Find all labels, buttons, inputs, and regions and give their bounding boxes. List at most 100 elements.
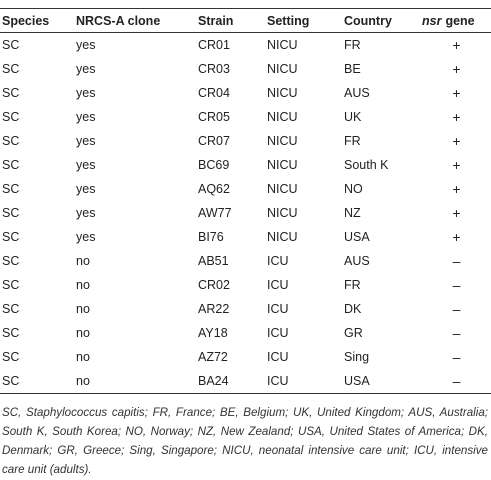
table-cell: NICU [267,206,298,220]
table-cell: NICU [267,86,298,100]
table-cell: AQ62 [198,182,230,196]
table-cell: no [76,374,90,388]
data-table: Species NRCS-A clone Strain Setting Country n… [0,8,491,394]
table-row: SC no CR02 ICU FR – [0,273,491,297]
table-cell: ICU [267,374,289,388]
table-cell: SC [2,230,20,244]
table-cell: SC [2,86,20,100]
header-italic: nsr [422,13,442,28]
table-cell: AR22 [198,302,230,316]
table-cell: BE [344,62,361,76]
table-cell: CR03 [198,62,230,76]
table-cell: CR04 [198,86,230,100]
table-cell: NICU [267,38,298,52]
table-cell: FR [344,278,361,292]
table-cell: – [452,277,461,293]
table-cell: yes [76,38,96,52]
table-row: SC yes CR05 NICU UK + [0,105,491,129]
table-row: SC yes CR03 NICU BE + [0,57,491,81]
header-plain: gene [445,13,475,28]
table-cell: SC [2,158,20,172]
table-cell: no [76,326,90,340]
table-row: SC no AZ72 ICU Sing – [0,345,491,369]
table-row: SC yes CR07 NICU FR + [0,129,491,153]
table-cell: ICU [267,302,289,316]
table-cell: AUS [344,86,370,100]
table-row: SC yes AQ62 NICU NO + [0,177,491,201]
table-cell: NO [344,182,363,196]
table-row: SC yes BC69 NICU South K + [0,153,491,177]
table-cell: SC [2,38,20,52]
table-cell: AW77 [198,206,232,220]
table-cell: yes [76,62,96,76]
table-cell: AZ72 [198,350,228,364]
table-cell: ICU [267,326,289,340]
table-cell: + [452,109,461,125]
table-cell: BA24 [198,374,229,388]
table-cell: + [452,157,461,173]
table-cell: + [452,205,461,221]
table-cell: DK [344,302,362,316]
header-cell: NRCS-A clone [76,13,161,28]
table-cell: + [452,37,461,53]
table-cell: CR05 [198,110,230,124]
table-cell: SC [2,302,20,316]
footnote: SC, Staphylococcus capitis; FR, France; … [2,406,488,476]
table-cell: CR07 [198,134,230,148]
table-cell: SC [2,254,20,268]
table-cell: ICU [267,278,289,292]
table-cell: + [452,85,461,101]
table-cell: no [76,302,90,316]
table-body: SC yes CR01 NICU FR + SC yes CR03 NICU BE + SC yes CR0… [0,33,491,394]
table-cell: ICU [267,254,289,268]
table-cell: Sing [344,350,370,364]
table-cell: ICU [267,350,289,364]
table-cell: NZ [344,206,361,220]
table-cell: FR [344,38,361,52]
table-row: SC yes CR04 NICU AUS + [0,81,491,105]
table-cell: SC [2,278,20,292]
table-cell: SC [2,182,20,196]
table-cell: – [452,373,461,389]
table-row: SC yes AW77 NICU NZ + [0,201,491,225]
header-cell: Species [2,13,50,28]
table-cell: yes [76,230,96,244]
table-cell: BI76 [198,230,224,244]
table-cell: AUS [344,254,370,268]
table-cell: CR01 [198,38,230,52]
table-cell: yes [76,110,96,124]
table-row: SC no AR22 ICU DK – [0,297,491,321]
table-cell: no [76,350,90,364]
header-cell: nsr gene [422,9,491,33]
table-cell: FR [344,134,361,148]
table-cell: NICU [267,230,298,244]
table-cell: SC [2,110,20,124]
table-cell: NICU [267,134,298,148]
table-cell: AB51 [198,254,229,268]
table-cell: SC [2,62,20,76]
header-cell: Country [344,13,392,28]
table-cell: NICU [267,62,298,76]
table-cell: NICU [267,182,298,196]
table-cell: NICU [267,110,298,124]
table-cell: + [452,133,461,149]
table-cell: yes [76,86,96,100]
table-cell: SC [2,134,20,148]
table-cell: – [452,253,461,269]
table-cell: no [76,254,90,268]
table-row: SC no BA24 ICU USA – [0,369,491,394]
header-row: Species NRCS-A clone Strain Setting Country n… [0,8,491,33]
table-cell: South K [344,158,389,172]
table-cell: SC [2,206,20,220]
table-cell: + [452,229,461,245]
table-row: SC yes BI76 NICU USA + [0,225,491,249]
table-cell: CR02 [198,278,230,292]
table-cell: GR [344,326,363,340]
table-cell: no [76,278,90,292]
table-row: SC no AY18 ICU GR – [0,321,491,345]
table-cell: – [452,301,461,317]
table-cell: SC [2,374,20,388]
table-cell: – [452,349,461,365]
table-row: SC no AB51 ICU AUS – [0,249,491,273]
